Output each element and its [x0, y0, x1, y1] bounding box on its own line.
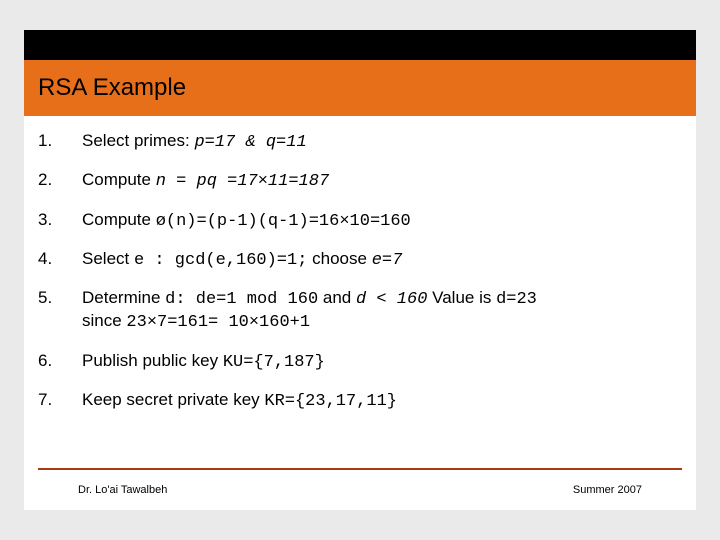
step-code: KU={7,187} [223, 353, 325, 372]
step-code: n = pq =17×11=187 [156, 172, 329, 191]
slide: RSA Example Select primes: p=17 & q=11 C… [24, 30, 696, 510]
title-bar: RSA Example [24, 60, 696, 116]
step-5: Determine d: de=1 mod 160 and d < 160 Va… [38, 287, 682, 334]
step-text: Determine [82, 288, 165, 307]
step-text: Select primes: [82, 131, 194, 150]
step-4: Select e : gcd(e,160)=1; choose e=7 [38, 248, 682, 271]
footer-divider [38, 468, 682, 470]
step-code: d: de=1 mod 160 [165, 290, 318, 309]
step-text: Publish public key [82, 351, 223, 370]
slide-title: RSA Example [38, 74, 186, 102]
step-text: Compute [82, 170, 156, 189]
step-text: Value is [427, 288, 496, 307]
step-2: Compute n = pq =17×11=187 [38, 169, 682, 192]
step-code: p=17 & q=11 [194, 133, 306, 152]
step-text: Keep secret private key [82, 390, 264, 409]
step-text: and [318, 288, 356, 307]
top-black-bar [24, 30, 696, 60]
step-text: Select [82, 249, 134, 268]
step-text: choose [307, 249, 371, 268]
step-code: KR={23,17,11} [264, 392, 397, 411]
step-7: Keep secret private key KR={23,17,11} [38, 389, 682, 412]
step-code: e=7 [372, 251, 403, 270]
step-text: since [82, 311, 126, 330]
steps-list: Select primes: p=17 & q=11 Compute n = p… [38, 130, 682, 412]
step-3: Compute ø(n)=(p-1)(q-1)=16×10=160 [38, 209, 682, 232]
footer-term: Summer 2007 [573, 484, 642, 496]
footer: Dr. Lo'ai Tawalbeh Summer 2007 [38, 484, 682, 496]
content-area: Select primes: p=17 & q=11 Compute n = p… [38, 130, 682, 428]
footer-author: Dr. Lo'ai Tawalbeh [78, 484, 167, 496]
step-code: d=23 [496, 290, 537, 309]
step-code: 23×7=161= 10×160+1 [126, 313, 310, 332]
step-text: Compute [82, 210, 156, 229]
step-code: d < 160 [356, 290, 427, 309]
step-6: Publish public key KU={7,187} [38, 350, 682, 373]
step-1: Select primes: p=17 & q=11 [38, 130, 682, 153]
step-code: e : gcd(e,160)=1; [134, 251, 307, 270]
step-code: ø(n)=(p-1)(q-1)=16×10=160 [156, 212, 411, 231]
